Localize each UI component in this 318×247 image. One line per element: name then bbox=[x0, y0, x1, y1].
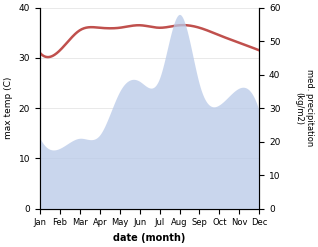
Y-axis label: med. precipitation
(kg/m2): med. precipitation (kg/m2) bbox=[294, 69, 314, 147]
Y-axis label: max temp (C): max temp (C) bbox=[4, 77, 13, 139]
X-axis label: date (month): date (month) bbox=[114, 233, 186, 243]
